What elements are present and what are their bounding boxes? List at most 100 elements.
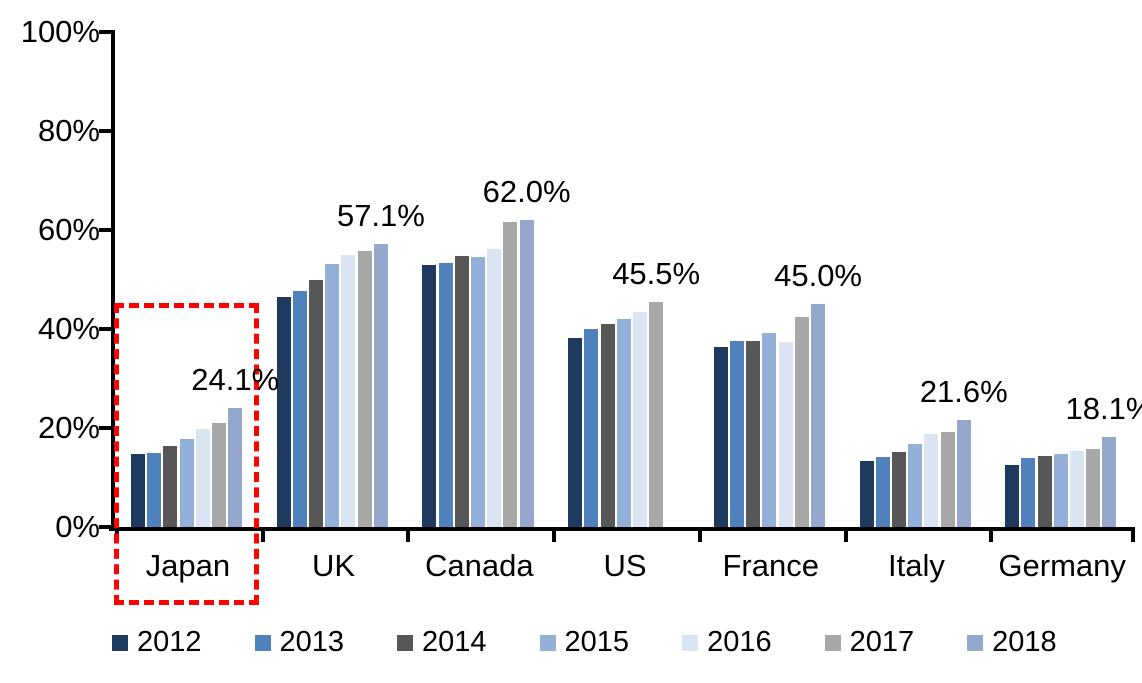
bar-uk-2012 <box>276 297 291 527</box>
bar-group-germany <box>989 32 1135 527</box>
data-label-us: 45.5% <box>612 255 701 291</box>
plot-area <box>99 30 1135 542</box>
y-tick-mark <box>99 327 111 331</box>
bar-us-2016 <box>632 311 647 527</box>
bar-canada-2017 <box>503 221 518 527</box>
legend-label-2014: 2014 <box>422 626 487 658</box>
y-axis-tick-label: 100% <box>20 14 100 49</box>
legend-swatch-2012 <box>112 634 128 651</box>
bar-italy-2016 <box>924 433 939 527</box>
legend-swatch-2018 <box>967 634 984 651</box>
legend-item-2015: 2015 <box>539 626 630 658</box>
legend-swatch-2017 <box>824 634 841 651</box>
bar-japan-2013 <box>147 453 162 527</box>
y-axis-tick-label: 0% <box>55 509 100 544</box>
legend-swatch-2016 <box>682 634 699 651</box>
legend-swatch-2013 <box>254 634 271 651</box>
bar-group-us <box>552 32 698 527</box>
legend-label-2013: 2013 <box>279 626 345 658</box>
bar-us-2017 <box>649 301 664 527</box>
bar-canada-2013 <box>438 262 453 527</box>
y-tick-mark <box>99 426 111 430</box>
x-axis-label-canada: Canada <box>424 548 534 583</box>
bar-germany-2017 <box>1086 449 1101 527</box>
x-tick-mark <box>697 531 702 542</box>
bar-germany-2015 <box>1053 453 1068 527</box>
y-axis-tick-label: 80% <box>37 113 100 148</box>
legend-item-2012: 2012 <box>112 628 202 657</box>
data-label-france: 45.0% <box>774 258 862 294</box>
x-tick-mark <box>260 531 265 542</box>
bar-group-italy <box>844 32 990 527</box>
bar-italy-2018 <box>956 420 971 527</box>
x-axis-label-uk: UK <box>312 548 356 583</box>
bar-germany-2012 <box>1005 465 1020 527</box>
legend-item-2017: 2017 <box>824 628 914 657</box>
legend-label-2015: 2015 <box>564 626 630 658</box>
bar-japan-2016 <box>195 429 210 527</box>
legend-label-2012: 2012 <box>137 626 202 658</box>
bar-canada-2014 <box>454 255 469 527</box>
y-axis-tick-label: 20% <box>37 410 100 445</box>
bar-uk-2013 <box>292 290 307 527</box>
bar-japan-2017 <box>211 423 226 527</box>
y-tick-mark <box>99 30 111 34</box>
bar-italy-2015 <box>908 443 923 527</box>
bar-us-2013 <box>584 329 599 527</box>
data-label-germany: 18.1% <box>1065 391 1142 427</box>
bar-germany-2014 <box>1037 455 1052 527</box>
bar-us-2012 <box>568 338 583 527</box>
legend-swatch-2014 <box>397 634 414 651</box>
bar-france-2012 <box>713 346 728 527</box>
legend-label-2018: 2018 <box>992 626 1057 658</box>
bar-japan-2018 <box>228 407 243 527</box>
x-axis-label-germany: Germany <box>998 548 1126 583</box>
bar-uk-2016 <box>341 255 356 527</box>
bar-us-2014 <box>600 323 615 527</box>
legend: 2012 2013 2014 2015 2016 2017 2018 <box>112 628 1057 657</box>
y-axis-tick-label: 60% <box>37 212 100 247</box>
legend-item-2016: 2016 <box>682 628 772 657</box>
legend-swatch-2015 <box>539 634 556 651</box>
bar-group-uk <box>261 32 407 527</box>
bar-italy-2013 <box>875 457 890 527</box>
bar-uk-2014 <box>309 280 324 527</box>
bar-italy-2017 <box>940 432 955 527</box>
x-tick-mark <box>552 531 557 542</box>
bar-italy-2012 <box>859 461 874 527</box>
x-axis-label-italy: Italy <box>887 548 945 583</box>
bar-uk-2017 <box>357 250 372 527</box>
y-axis-tick-label: 40% <box>37 311 100 346</box>
y-tick-mark <box>99 129 111 133</box>
data-label-italy: 21.6% <box>919 374 1008 410</box>
x-axis-label-france: France <box>722 548 819 583</box>
x-tick-mark <box>406 531 411 542</box>
bar-us-2015 <box>616 318 631 527</box>
bar-japan-2014 <box>163 445 178 527</box>
data-label-uk: 57.1% <box>336 198 425 234</box>
bar-france-2018 <box>810 304 825 527</box>
data-label-canada: 62.0% <box>482 174 571 210</box>
y-tick-mark <box>99 228 111 232</box>
bar-france-2014 <box>746 341 761 527</box>
bar-france-2017 <box>794 317 809 527</box>
bar-canada-2012 <box>422 265 437 527</box>
bar-japan-2012 <box>131 454 145 527</box>
legend-item-2018: 2018 <box>967 628 1057 657</box>
legend-item-2013: 2013 <box>254 626 345 658</box>
bar-uk-2018 <box>373 244 388 527</box>
bar-italy-2014 <box>891 452 906 527</box>
x-tick-mark <box>989 531 994 542</box>
bar-japan-2015 <box>179 438 194 527</box>
x-tick-mark <box>115 531 119 542</box>
bar-uk-2015 <box>325 264 340 527</box>
bar-canada-2016 <box>487 249 502 527</box>
x-axis-label-us: US <box>603 548 647 583</box>
bar-france-2013 <box>730 341 745 527</box>
bar-germany-2016 <box>1070 450 1085 527</box>
x-tick-mark <box>843 531 848 542</box>
legend-label-2016: 2016 <box>707 626 772 658</box>
data-label-japan: 24.1% <box>191 361 280 397</box>
x-tick-mark <box>1131 531 1135 542</box>
